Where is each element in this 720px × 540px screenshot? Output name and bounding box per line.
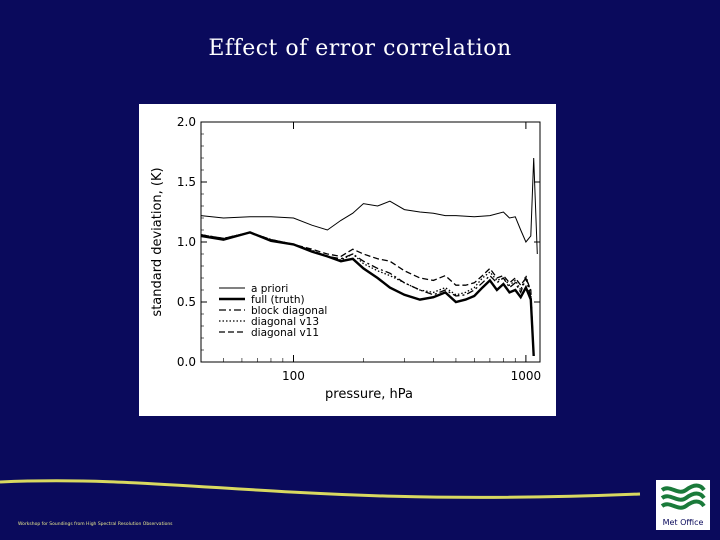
series-line-3 xyxy=(200,231,535,355)
x-tick-label: 1000 xyxy=(511,369,542,383)
x-axis-ticks: 100 1000 xyxy=(223,122,542,383)
series-line-2 xyxy=(200,231,535,355)
footer-line xyxy=(0,479,641,499)
y-axis-ticks: 0.0 0.5 1.0 1.5 2.0 xyxy=(177,115,540,369)
legend-label: diagonal v11 xyxy=(251,327,319,339)
footer-text: Workshop for Soundings from High Spectra… xyxy=(18,522,173,527)
legend-label: block diagonal xyxy=(251,305,327,317)
y-axis-label: standard deviation, (K) xyxy=(150,167,165,316)
slide-title: Effect of error correlation xyxy=(208,36,512,61)
x-tick-label: 100 xyxy=(282,369,305,383)
series-line-1 xyxy=(200,231,535,357)
footer-decoration xyxy=(0,479,641,499)
x-axis-label: pressure, hPa xyxy=(325,387,413,402)
legend-label: a priori xyxy=(251,283,288,295)
series-line-0 xyxy=(200,157,538,255)
y-tick-label: 1.5 xyxy=(177,175,196,189)
legend-label: diagonal v13 xyxy=(251,316,319,328)
wave-icon xyxy=(660,483,706,510)
chart-panel: 0.0 0.5 1.0 1.5 2.0 100 1000 a priori full (tr… xyxy=(139,104,556,416)
logo-text: Met Office xyxy=(662,518,704,527)
y-tick-label: 1.0 xyxy=(177,235,196,249)
legend-label: full (truth) xyxy=(251,294,305,306)
y-tick-label: 0.5 xyxy=(177,295,196,309)
y-tick-label: 2.0 xyxy=(177,115,196,129)
series-line-4 xyxy=(200,231,535,355)
series-layer xyxy=(200,157,538,357)
y-tick-label: 0.0 xyxy=(177,355,196,369)
met-office-logo: Met Office xyxy=(656,480,710,530)
